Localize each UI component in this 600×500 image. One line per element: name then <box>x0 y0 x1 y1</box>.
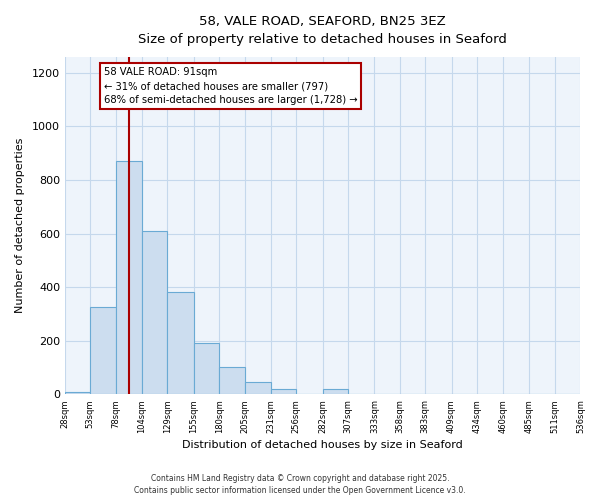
Bar <box>219 368 245 394</box>
Bar <box>245 382 271 394</box>
Bar <box>271 389 296 394</box>
Text: Contains HM Land Registry data © Crown copyright and database right 2025.
Contai: Contains HM Land Registry data © Crown c… <box>134 474 466 495</box>
Bar <box>142 231 167 394</box>
Y-axis label: Number of detached properties: Number of detached properties <box>15 138 25 313</box>
Bar <box>91 307 116 394</box>
Bar <box>65 392 91 394</box>
Bar <box>167 292 194 394</box>
Bar <box>194 344 219 394</box>
Text: 58 VALE ROAD: 91sqm
← 31% of detached houses are smaller (797)
68% of semi-detac: 58 VALE ROAD: 91sqm ← 31% of detached ho… <box>104 67 357 105</box>
X-axis label: Distribution of detached houses by size in Seaford: Distribution of detached houses by size … <box>182 440 463 450</box>
Title: 58, VALE ROAD, SEAFORD, BN25 3EZ
Size of property relative to detached houses in: 58, VALE ROAD, SEAFORD, BN25 3EZ Size of… <box>138 15 507 46</box>
Bar <box>116 162 142 394</box>
Bar <box>323 390 348 394</box>
